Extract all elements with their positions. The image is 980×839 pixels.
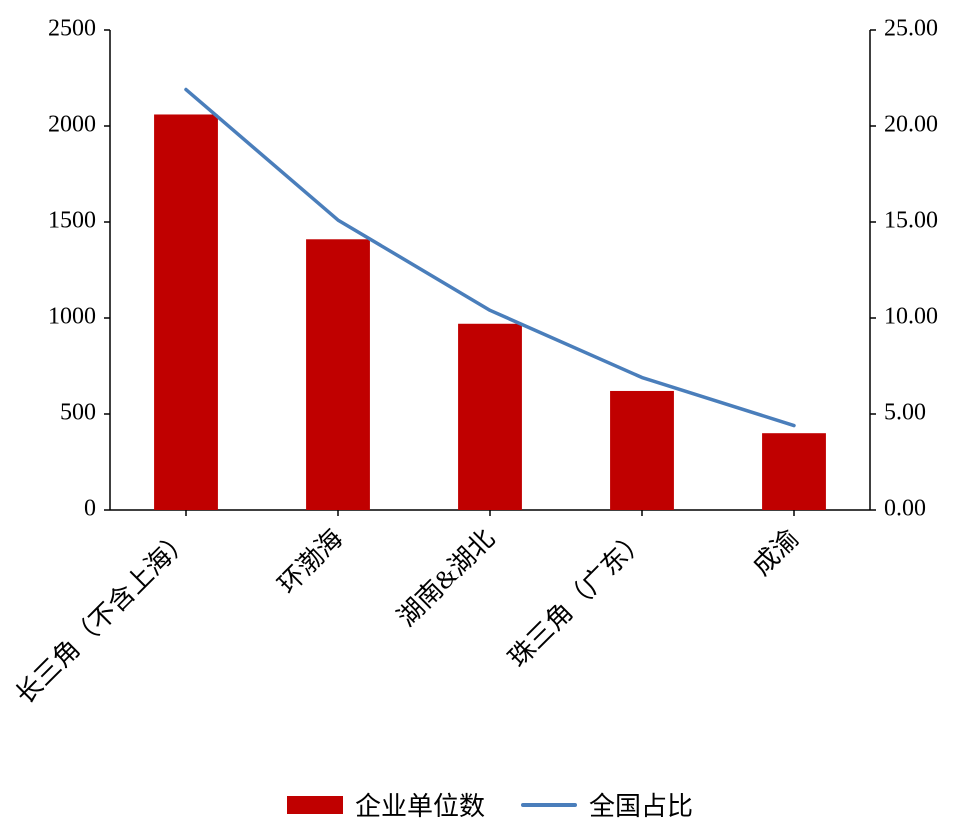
legend-label-line: 全国占比 <box>589 786 693 823</box>
ytick-left-label: 1000 <box>48 304 96 330</box>
ytick-right-label: 25.00 <box>884 16 938 42</box>
ytick-right-label: 5.00 <box>884 400 926 426</box>
bar <box>610 391 674 510</box>
category-label: 成渝 <box>747 524 804 581</box>
bar <box>154 114 218 510</box>
category-label: 长三角（不含上海） <box>10 524 196 710</box>
chart-svg: 0 500 1000 1500 2000 2500 0.00 5.00 10.00 15.00 20… <box>0 0 980 839</box>
chart-container: 0 500 1000 1500 2000 2500 0.00 5.00 10.00 15.00 20… <box>0 0 980 839</box>
bar <box>458 324 522 510</box>
bar <box>762 433 826 510</box>
ytick-right-label: 15.00 <box>884 208 938 234</box>
ytick-left-label: 500 <box>60 400 96 426</box>
legend: 企业单位数 全国占比 <box>0 786 980 823</box>
category-label: 珠三角（广东） <box>503 524 652 673</box>
legend-swatch-line <box>521 803 577 807</box>
legend-item-bars: 企业单位数 <box>287 786 485 823</box>
category-label: 环渤海 <box>273 524 349 600</box>
ytick-right-label: 0.00 <box>884 496 926 522</box>
bar <box>306 239 370 510</box>
ytick-left-label: 1500 <box>48 208 96 234</box>
ytick-left-label: 0 <box>84 496 96 522</box>
legend-item-line: 全国占比 <box>521 786 693 823</box>
category-label: 湖南&湖北 <box>392 524 500 632</box>
ytick-right-label: 20.00 <box>884 112 938 138</box>
ytick-left-label: 2000 <box>48 112 96 138</box>
legend-label-bars: 企业单位数 <box>355 786 485 823</box>
legend-swatch-bar <box>287 796 343 814</box>
ytick-left-label: 2500 <box>48 16 96 42</box>
ytick-right-label: 10.00 <box>884 304 938 330</box>
